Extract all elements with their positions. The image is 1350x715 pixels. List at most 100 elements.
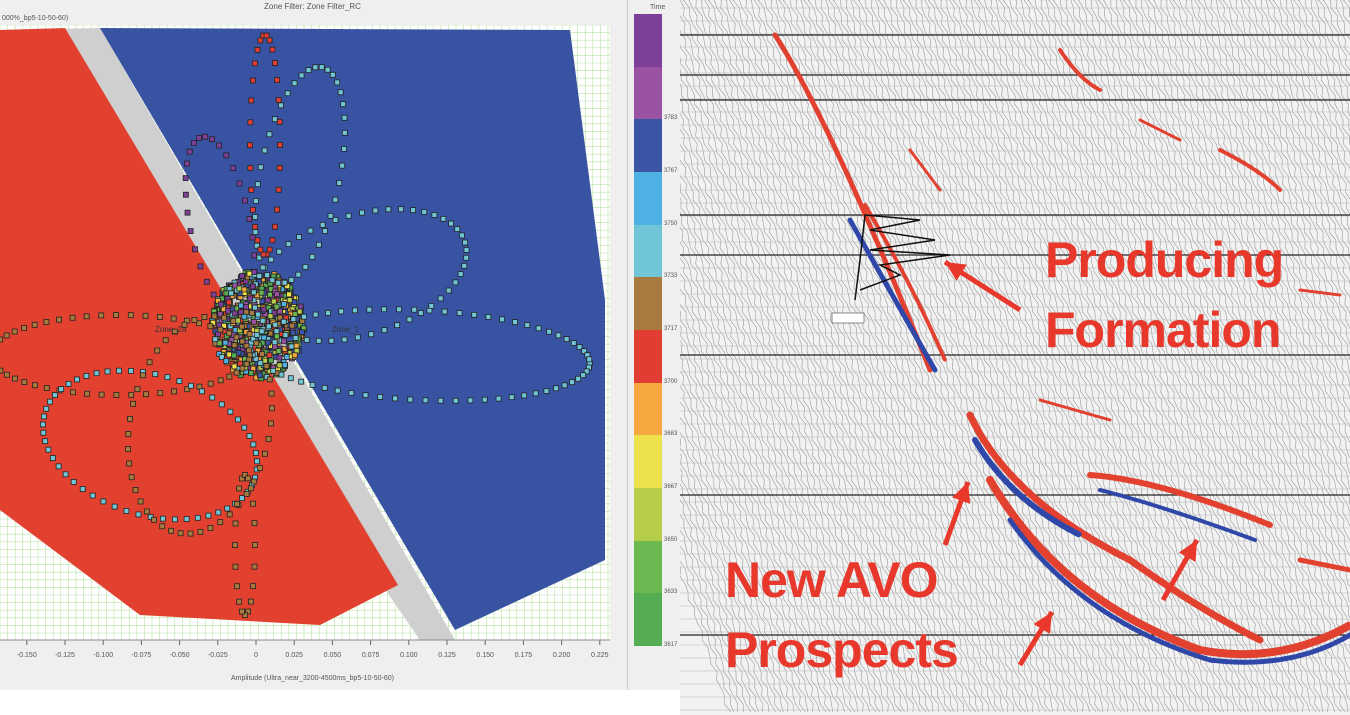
colorbar-segment	[634, 488, 662, 541]
data-point	[337, 89, 344, 96]
data-point	[40, 429, 47, 436]
data-point	[247, 598, 254, 605]
data-point	[259, 317, 266, 324]
data-point	[276, 354, 283, 361]
seismic-trace	[680, 304, 827, 713]
data-point	[276, 308, 283, 315]
data-point	[281, 279, 288, 286]
data-point	[535, 325, 542, 332]
x-tick-label: 0.075	[362, 652, 380, 659]
data-point	[249, 234, 256, 241]
data-point	[329, 71, 336, 78]
data-point	[245, 608, 251, 615]
data-point	[239, 273, 246, 279]
data-point	[226, 511, 233, 518]
colorbar-label: 3767	[664, 168, 678, 174]
data-point	[246, 270, 253, 277]
data-point	[126, 460, 133, 467]
data-point	[226, 330, 233, 337]
seismic-trace	[680, 113, 889, 713]
data-point	[252, 229, 259, 235]
data-point	[223, 290, 230, 297]
data-point	[251, 563, 258, 570]
data-point	[170, 315, 177, 322]
data-point	[98, 391, 105, 398]
data-point	[341, 336, 348, 343]
data-point	[298, 72, 305, 79]
x-tick-label: 0.025	[285, 652, 303, 659]
seismic-trace	[680, 355, 806, 713]
data-point	[45, 446, 52, 453]
data-point	[521, 392, 528, 399]
data-point	[366, 306, 373, 313]
amplitude-event	[1007, 517, 1350, 665]
data-point	[241, 313, 248, 320]
data-point	[290, 316, 297, 322]
data-point	[183, 516, 190, 522]
data-point	[222, 339, 229, 346]
data-point	[104, 368, 111, 375]
data-point	[276, 248, 283, 255]
data-point	[268, 420, 274, 427]
data-point	[227, 408, 234, 415]
data-point	[252, 450, 259, 456]
data-point	[254, 46, 261, 53]
data-point	[276, 362, 283, 369]
data-point	[211, 313, 218, 320]
data-point	[341, 129, 348, 136]
annotation-prospects: Prospects	[725, 622, 959, 678]
data-point	[237, 360, 243, 367]
data-point	[381, 306, 387, 313]
data-point	[275, 279, 282, 286]
data-point	[298, 378, 305, 385]
data-point	[270, 367, 277, 374]
data-point	[309, 253, 316, 260]
data-point	[251, 318, 257, 325]
data-point	[368, 331, 375, 338]
data-point	[21, 325, 27, 331]
data-point	[431, 212, 438, 218]
data-point	[168, 527, 175, 534]
data-point	[270, 298, 277, 305]
data-point	[247, 142, 253, 149]
seismic-image[interactable]	[680, 0, 1350, 715]
seismic-trace	[680, 242, 845, 713]
data-point	[253, 340, 260, 347]
data-point	[275, 348, 282, 354]
x-tick-label: 0.100	[400, 652, 418, 659]
data-point	[348, 390, 355, 396]
data-point	[250, 441, 257, 448]
seismic-trace	[680, 144, 880, 713]
data-point	[265, 323, 272, 330]
data-point	[459, 232, 465, 239]
data-point	[267, 291, 273, 298]
data-point	[296, 234, 302, 240]
data-point	[257, 465, 263, 471]
data-point	[156, 314, 163, 320]
amplitude-event	[1098, 488, 1257, 542]
data-point	[56, 316, 62, 323]
data-point	[336, 180, 343, 186]
data-point	[266, 37, 273, 44]
data-point	[292, 335, 299, 341]
data-point	[277, 142, 283, 148]
data-point	[309, 381, 316, 388]
seismic-trace	[680, 566, 732, 713]
data-point	[268, 390, 275, 397]
data-point	[209, 136, 215, 143]
arrow-head	[945, 262, 967, 281]
data-point	[265, 339, 272, 346]
crossplot[interactable]: -0.150 -0.125 -0.100 -0.075 -0.050 -0.025 0 0.0…	[0, 25, 625, 675]
seismic-trace	[680, 173, 871, 713]
data-point	[282, 332, 289, 338]
data-point	[233, 501, 240, 507]
data-point	[278, 371, 285, 378]
data-point	[230, 318, 237, 325]
data-point	[224, 505, 231, 512]
data-point	[271, 310, 278, 316]
data-point	[171, 388, 177, 395]
x-tick-label: -0.125	[55, 652, 75, 659]
colorbar-label: 3650	[664, 536, 678, 543]
data-point	[398, 206, 404, 213]
data-point	[452, 279, 459, 286]
